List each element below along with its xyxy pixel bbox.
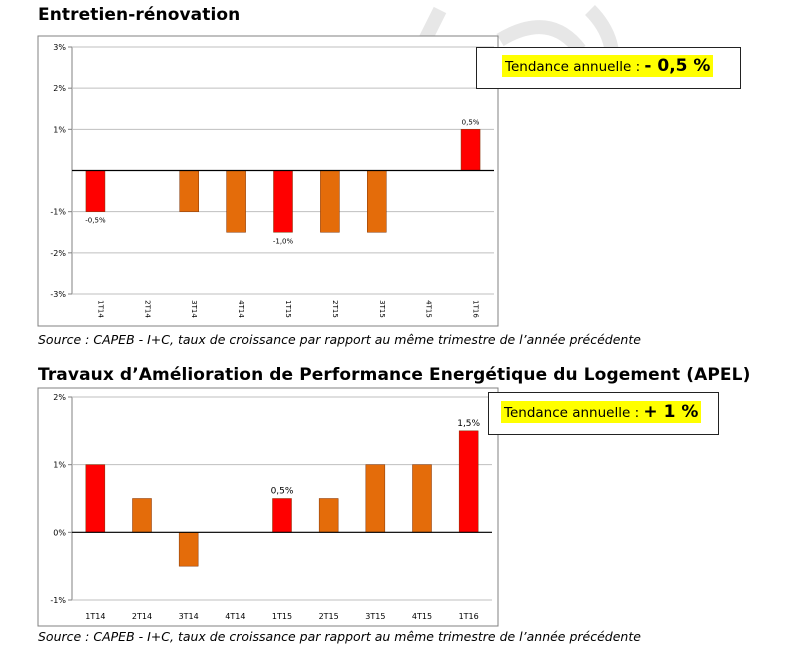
chart2-category-label: 4T14 — [225, 612, 245, 621]
chart2-category-label: 1T16 — [459, 612, 479, 621]
chart1-category-label: 1T14 — [96, 300, 104, 318]
chart1-category-label: 1T15 — [284, 300, 292, 318]
chart2-bar — [85, 464, 106, 533]
chart2-bar — [318, 498, 339, 533]
chart1-category-label: 4T15 — [425, 300, 433, 318]
chart2-y-tick-label: 2% — [53, 393, 66, 402]
chart2-tendance-value: + 1 % — [643, 402, 699, 422]
chart2-tendance-box: Tendance annuelle : + 1 % — [488, 392, 719, 435]
chart1-category-label: 2T15 — [331, 300, 339, 318]
chart2-category-label: 1T14 — [85, 612, 105, 621]
chart2-bar — [178, 532, 199, 567]
chart1-data-label: -1,0% — [273, 237, 294, 245]
chart2-category-label: 4T15 — [412, 612, 432, 621]
chart2-tendance-highlight: Tendance annuelle : + 1 % — [501, 401, 702, 423]
chart2-bar — [132, 498, 152, 533]
chart1-frame — [37, 35, 499, 327]
chart2-data-label: 0,5% — [271, 487, 294, 497]
chart1-category-label: 1T16 — [472, 300, 480, 318]
chart2-bar — [412, 464, 432, 533]
chart1-tendance-highlight: Tendance annuelle : - 0,5 % — [502, 55, 714, 77]
chart1-data-label: -0,5% — [85, 217, 106, 225]
chart2-bar — [458, 430, 479, 533]
chart2-bar — [272, 498, 292, 533]
chart1-title: Entretien-rénovation — [38, 5, 241, 25]
chart1-category-label: 2T14 — [143, 300, 151, 318]
chart2-data-label: 1,5% — [457, 419, 480, 429]
chart2-category-label: 2T14 — [132, 612, 152, 621]
chart2-tendance-label: Tendance annuelle : — [504, 405, 644, 421]
chart2-y-tick-label: 0% — [53, 528, 66, 537]
chart1-tendance-label: Tendance annuelle : — [505, 59, 645, 75]
chart1-y-tick-label: 1% — [53, 125, 66, 134]
chart1-tendance-box: Tendance annuelle : - 0,5 % — [476, 47, 741, 89]
chart2-y-tick-label: -1% — [50, 596, 66, 605]
chart2-source: Source : CAPEB - I+C, taux de croissance… — [38, 629, 641, 644]
chart1-source: Source : CAPEB - I+C, taux de croissance… — [38, 332, 641, 347]
chart1-y-tick-label: -2% — [50, 249, 66, 258]
chart1-category-label: 3T14 — [190, 300, 198, 318]
chart1-y-tick-label: -1% — [50, 208, 66, 217]
chart2-category-label: 1T15 — [272, 612, 292, 621]
chart2-y-tick-label: 1% — [53, 461, 66, 470]
chart2-title: Travaux d’Amélioration de Performance En… — [38, 365, 751, 385]
chart2-category-label: 3T14 — [179, 612, 199, 621]
chart1-data-label: 0,5% — [462, 118, 480, 126]
chart2-category-label: 2T15 — [319, 612, 339, 621]
chart1-category-label: 3T15 — [378, 300, 386, 318]
chart1-category-label: 4T14 — [237, 300, 245, 318]
chart1-y-tick-label: -3% — [50, 290, 66, 299]
chart1-tendance-value: - 0,5 % — [644, 56, 711, 76]
chart1-y-tick-label: 2% — [53, 84, 66, 93]
chart2-bar — [365, 464, 386, 533]
chart2-category-label: 3T15 — [365, 612, 385, 621]
chart1-entretien-renovation: 3% 2% 1% -1% -2% -3% -0,5% -1,0% 0,5% 1T14 2T14 3T1… — [37, 35, 499, 327]
chart1-y-tick-label: 3% — [53, 43, 66, 52]
